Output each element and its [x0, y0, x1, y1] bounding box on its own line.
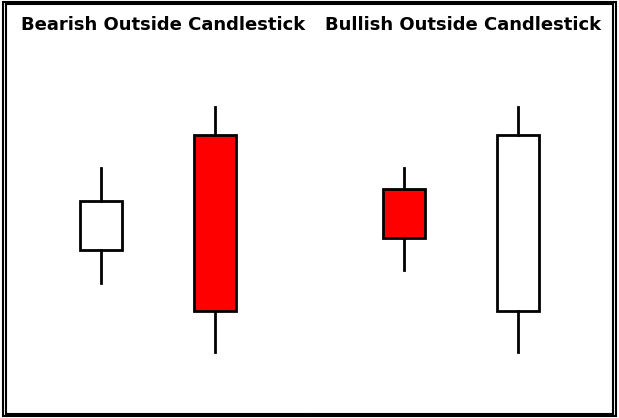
- Text: Bullish Outside Candlestick: Bullish Outside Candlestick: [325, 16, 601, 34]
- Text: Bearish Outside Candlestick: Bearish Outside Candlestick: [22, 16, 306, 34]
- Bar: [383, 189, 425, 238]
- Bar: [497, 135, 539, 311]
- Bar: [194, 135, 236, 311]
- Bar: [80, 201, 122, 250]
